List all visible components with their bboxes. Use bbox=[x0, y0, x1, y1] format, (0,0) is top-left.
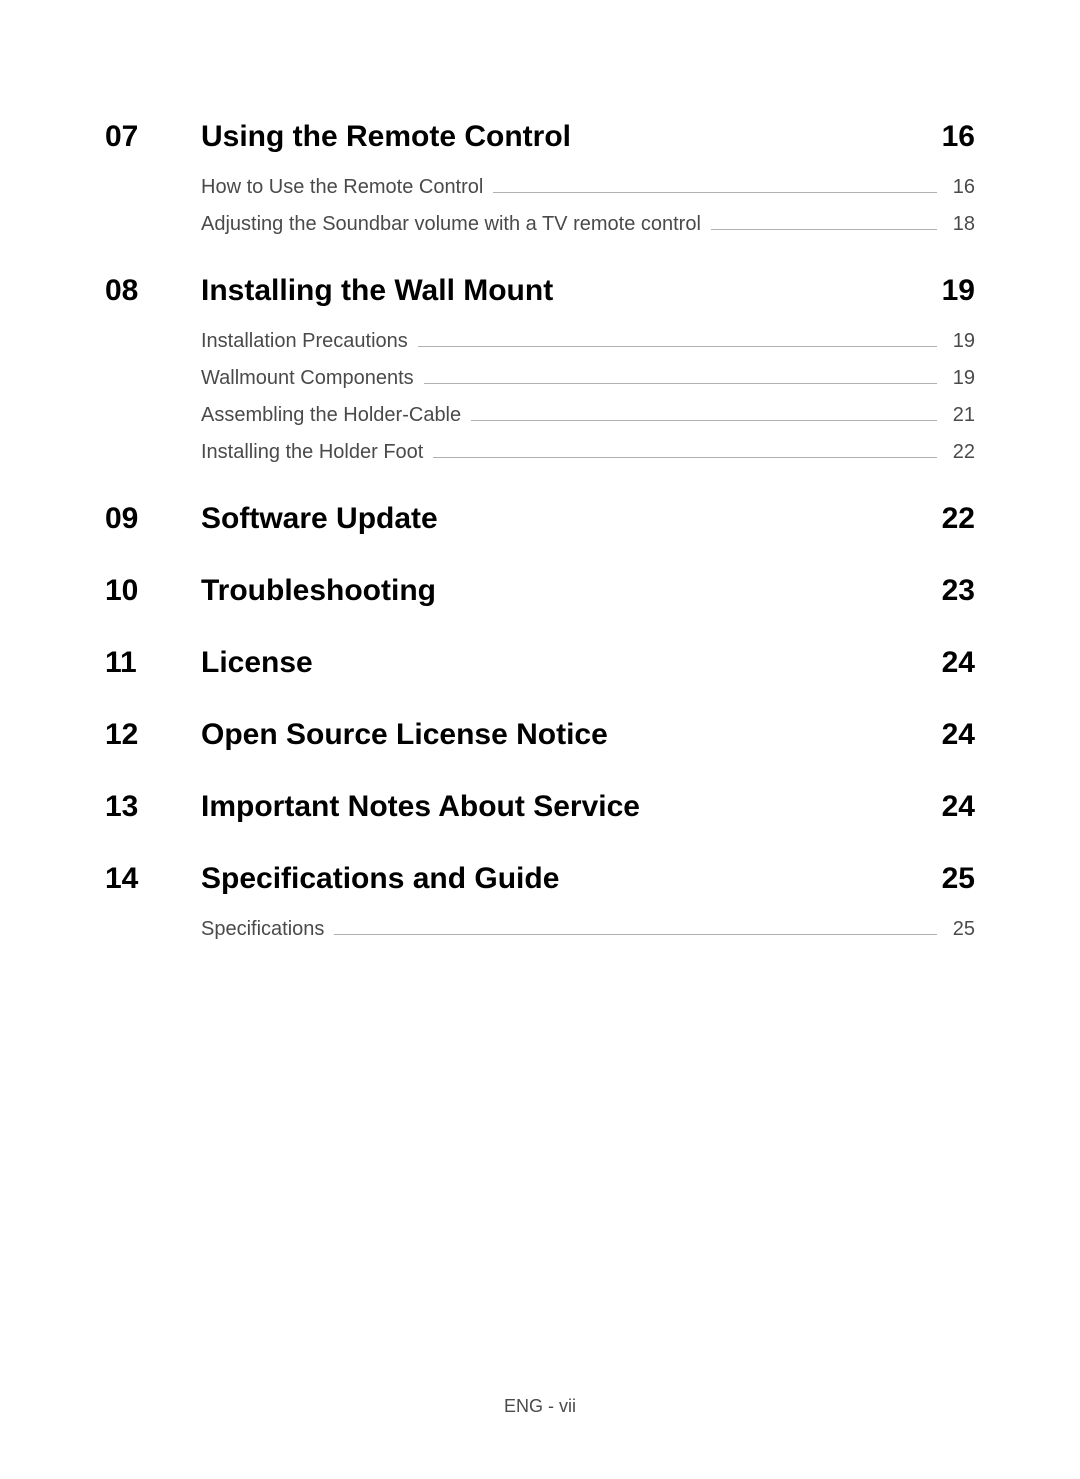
section-page: 22 bbox=[930, 502, 975, 536]
sub-title: Adjusting the Soundbar volume with a TV … bbox=[201, 213, 711, 236]
toc-sub-row: Installation Precautions 19 bbox=[105, 330, 975, 353]
section-number: 08 bbox=[105, 274, 201, 308]
toc-section-13: 13 Important Notes About Service 24 bbox=[105, 790, 975, 824]
section-title: Installing the Wall Mount bbox=[201, 274, 930, 308]
leader-line bbox=[418, 346, 937, 347]
leader-line bbox=[471, 420, 937, 421]
sub-page: 19 bbox=[945, 330, 975, 353]
toc-sub-row: Wallmount Components 19 bbox=[105, 367, 975, 390]
toc-section-11: 11 License 24 bbox=[105, 646, 975, 680]
sub-title: Installation Precautions bbox=[201, 330, 418, 353]
toc-main-row: 07 Using the Remote Control 16 bbox=[105, 120, 975, 154]
leader-line bbox=[493, 192, 937, 193]
toc-section-10: 10 Troubleshooting 23 bbox=[105, 574, 975, 608]
toc-sub-row: How to Use the Remote Control 16 bbox=[105, 176, 975, 199]
leader-line bbox=[711, 229, 937, 230]
table-of-contents: 07 Using the Remote Control 16 How to Us… bbox=[105, 120, 975, 941]
toc-main-row: 13 Important Notes About Service 24 bbox=[105, 790, 975, 824]
toc-sub-row: Specifications 25 bbox=[105, 918, 975, 941]
toc-section-09: 09 Software Update 22 bbox=[105, 502, 975, 536]
sub-title: Assembling the Holder-Cable bbox=[201, 404, 471, 427]
section-title: Using the Remote Control bbox=[201, 120, 930, 154]
sub-page: 19 bbox=[945, 367, 975, 390]
section-title: Open Source License Notice bbox=[201, 718, 930, 752]
toc-main-row: 14 Specifications and Guide 25 bbox=[105, 862, 975, 896]
sub-title: How to Use the Remote Control bbox=[201, 176, 493, 199]
section-page: 24 bbox=[930, 718, 975, 752]
section-page: 19 bbox=[930, 274, 975, 308]
section-number: 12 bbox=[105, 718, 201, 752]
toc-main-row: 11 License 24 bbox=[105, 646, 975, 680]
sub-page: 25 bbox=[945, 918, 975, 941]
toc-main-row: 09 Software Update 22 bbox=[105, 502, 975, 536]
leader-line bbox=[334, 934, 937, 935]
section-title: Specifications and Guide bbox=[201, 862, 930, 896]
sub-title: Installing the Holder Foot bbox=[201, 441, 433, 464]
section-page: 24 bbox=[930, 646, 975, 680]
section-number: 13 bbox=[105, 790, 201, 824]
toc-section-07: 07 Using the Remote Control 16 How to Us… bbox=[105, 120, 975, 236]
sub-title: Specifications bbox=[201, 918, 334, 941]
section-title: Troubleshooting bbox=[201, 574, 930, 608]
section-page: 16 bbox=[930, 120, 975, 154]
section-number: 11 bbox=[105, 646, 201, 680]
section-page: 23 bbox=[930, 574, 975, 608]
section-page: 25 bbox=[930, 862, 975, 896]
page-footer: ENG - vii bbox=[0, 1396, 1080, 1417]
sub-page: 16 bbox=[945, 176, 975, 199]
sub-title: Wallmount Components bbox=[201, 367, 424, 390]
toc-main-row: 08 Installing the Wall Mount 19 bbox=[105, 274, 975, 308]
section-title: Software Update bbox=[201, 502, 930, 536]
sub-page: 18 bbox=[945, 213, 975, 236]
toc-main-row: 12 Open Source License Notice 24 bbox=[105, 718, 975, 752]
toc-section-12: 12 Open Source License Notice 24 bbox=[105, 718, 975, 752]
toc-main-row: 10 Troubleshooting 23 bbox=[105, 574, 975, 608]
section-title: License bbox=[201, 646, 930, 680]
toc-section-08: 08 Installing the Wall Mount 19 Installa… bbox=[105, 274, 975, 464]
sub-page: 21 bbox=[945, 404, 975, 427]
toc-sub-row: Installing the Holder Foot 22 bbox=[105, 441, 975, 464]
section-title: Important Notes About Service bbox=[201, 790, 930, 824]
sub-page: 22 bbox=[945, 441, 975, 464]
toc-sub-row: Assembling the Holder-Cable 21 bbox=[105, 404, 975, 427]
section-page: 24 bbox=[930, 790, 975, 824]
toc-sub-row: Adjusting the Soundbar volume with a TV … bbox=[105, 213, 975, 236]
leader-line bbox=[424, 383, 937, 384]
section-number: 07 bbox=[105, 120, 201, 154]
section-number: 09 bbox=[105, 502, 201, 536]
section-number: 14 bbox=[105, 862, 201, 896]
toc-section-14: 14 Specifications and Guide 25 Specifica… bbox=[105, 862, 975, 941]
leader-line bbox=[433, 457, 937, 458]
section-number: 10 bbox=[105, 574, 201, 608]
